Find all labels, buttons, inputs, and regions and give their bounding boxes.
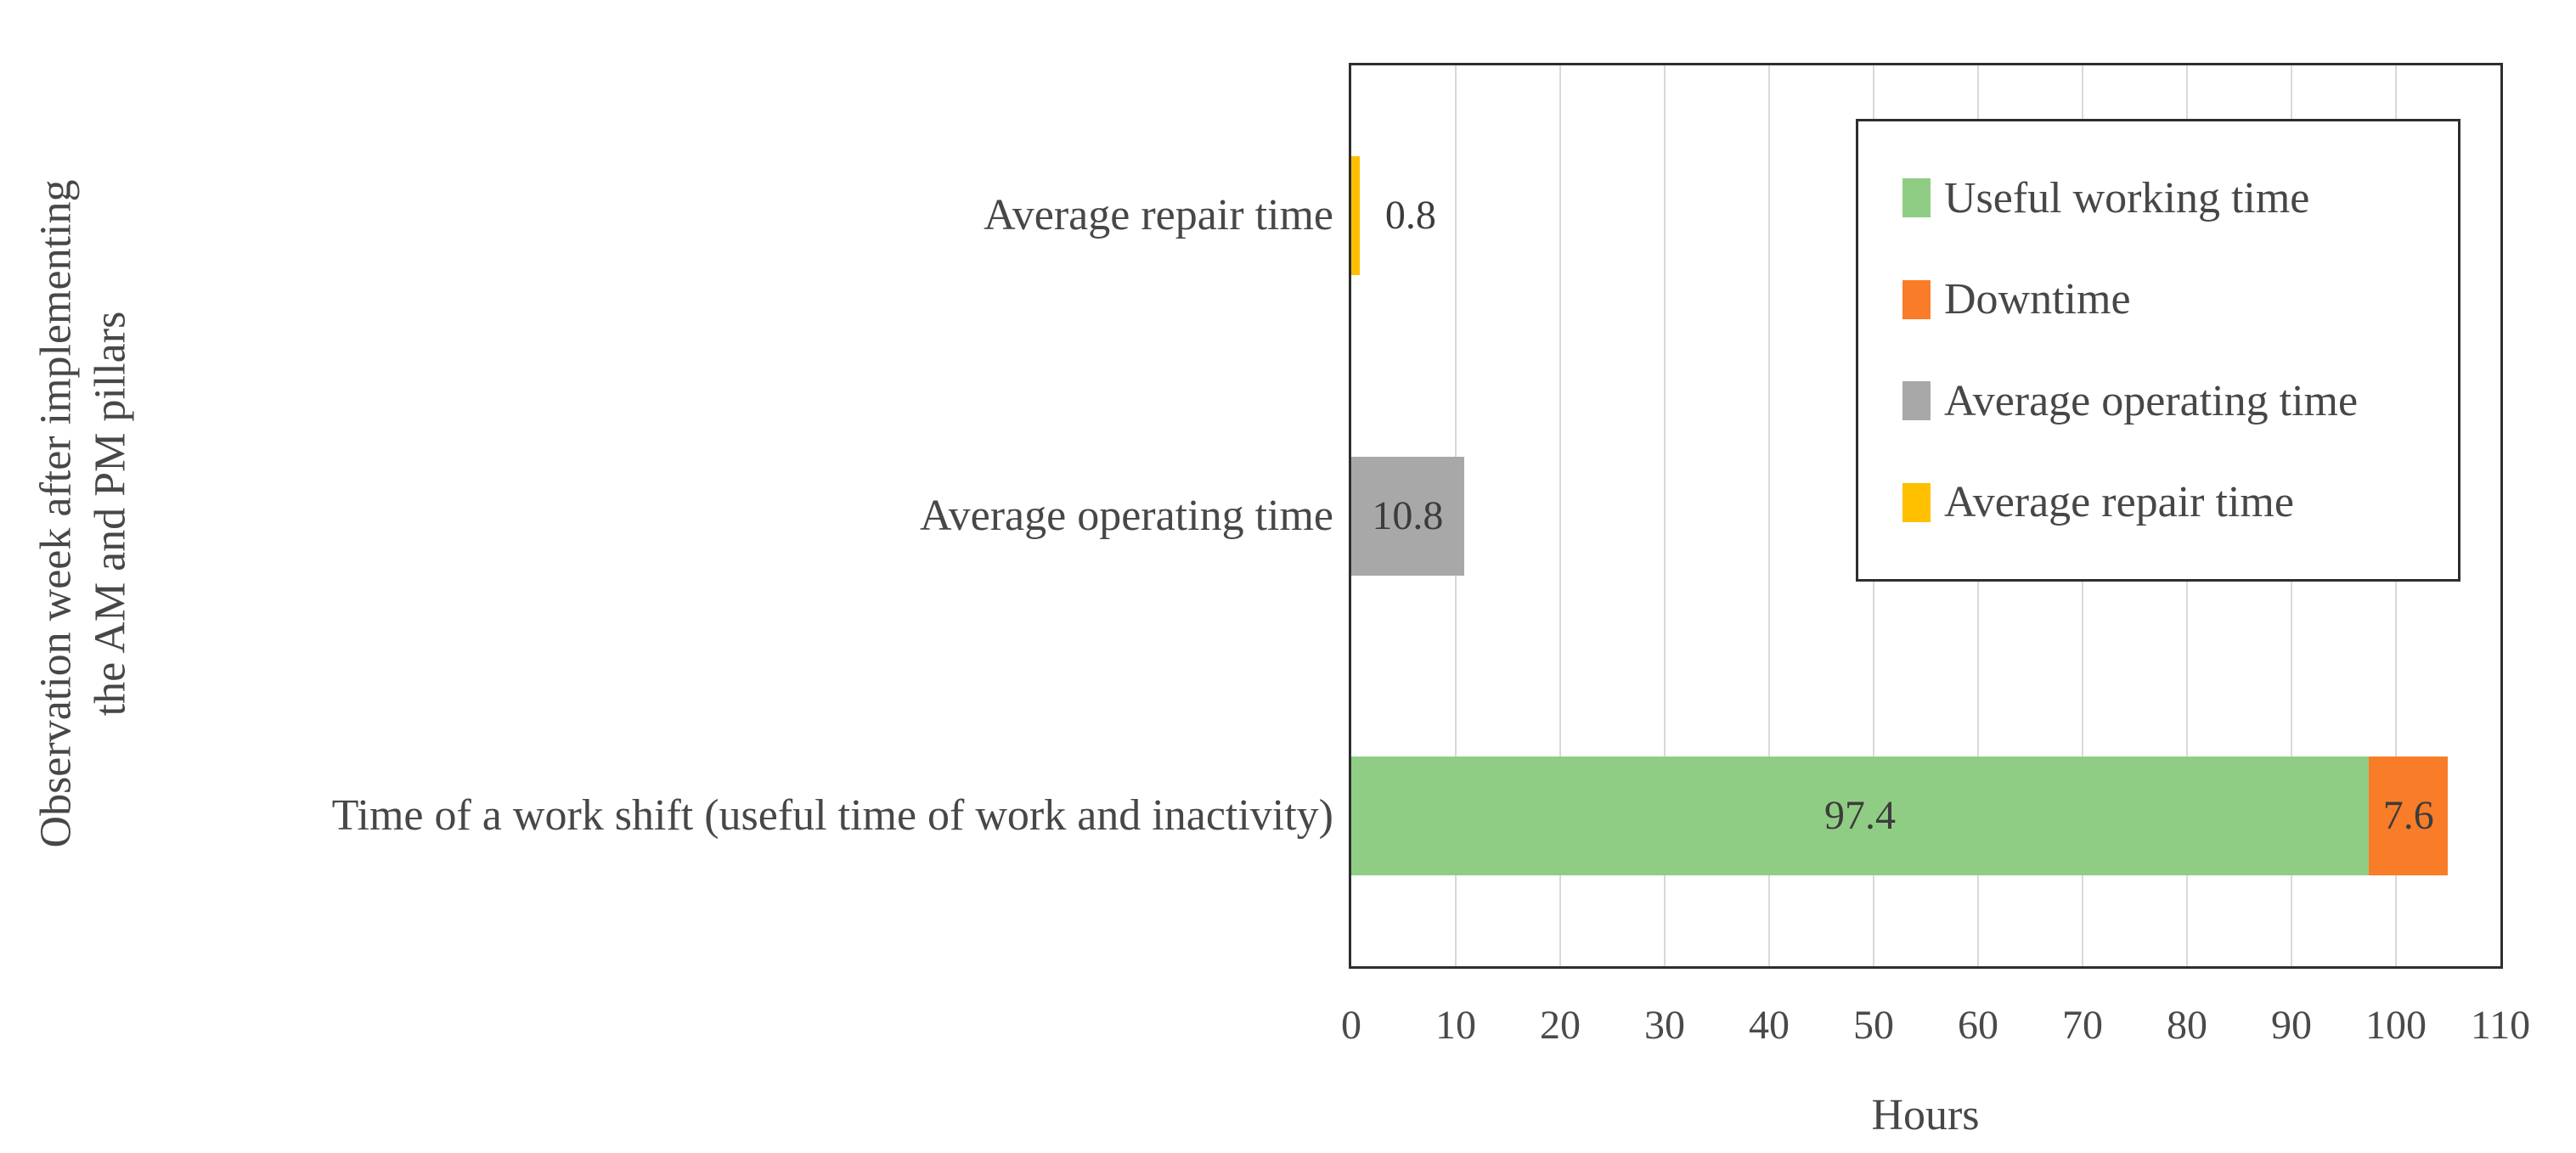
- legend-label: Average repair time: [1944, 478, 2294, 527]
- x-tick-label: 20: [1540, 1003, 1581, 1048]
- x-tick-label: 50: [1853, 1003, 1894, 1048]
- x-axis-title: Hours: [1871, 1091, 1980, 1139]
- bar-segment: [1351, 456, 1464, 576]
- legend-swatch-icon: [1902, 178, 1931, 218]
- x-tick-label: 10: [1435, 1003, 1476, 1048]
- plot-area: 0.8 10.8 97.4 7.6 Useful working time Downti…: [1349, 63, 2503, 969]
- y-axis-title: Observation week after implementing the …: [15, 63, 151, 964]
- y-axis-title-line-2: the AM and PM pillars: [86, 311, 134, 716]
- bar-value-label: 10.8: [1372, 492, 1444, 538]
- bar-segment: [2369, 756, 2449, 876]
- x-tick-label: 90: [2271, 1003, 2312, 1048]
- legend: Useful working time Downtime Average opera…: [1856, 119, 2460, 582]
- gridline: [1664, 65, 1666, 966]
- legend-swatch-icon: [1902, 381, 1931, 421]
- x-tick-label: 30: [1644, 1003, 1685, 1048]
- x-tick-label: 70: [2062, 1003, 2103, 1048]
- legend-swatch-icon: [1902, 482, 1931, 522]
- legend-item: Useful working time: [1902, 173, 2458, 223]
- bar-segment: [1351, 756, 2370, 876]
- bar-segment: [1351, 155, 1360, 275]
- category-label: Average repair time: [984, 190, 1333, 239]
- gridline: [1559, 65, 1561, 966]
- legend-item: Average repair time: [1902, 477, 2458, 527]
- bar-value-label: 0.8: [1384, 192, 1436, 238]
- x-tick-label: 40: [1749, 1003, 1790, 1048]
- x-tick-label: 110: [2470, 1003, 2531, 1048]
- legend-label: Downtime: [1944, 275, 2131, 324]
- bar-value-label: 7.6: [2382, 793, 2434, 839]
- legend-swatch-icon: [1902, 279, 1931, 319]
- gridline: [1768, 65, 1770, 966]
- x-tick-label: 80: [2167, 1003, 2207, 1048]
- legend-item: Downtime: [1902, 274, 2458, 324]
- legend-label: Average operating time: [1944, 376, 2359, 425]
- x-tick-label: 60: [1958, 1003, 1998, 1048]
- category-label: Average operating time: [919, 491, 1333, 540]
- bar-value-label: 97.4: [1824, 793, 1896, 839]
- category-label: Time of a work shift (useful time of wor…: [331, 791, 1333, 841]
- y-axis-title-line-1: Observation week after implementing: [31, 179, 80, 847]
- x-tick-label: 0: [1341, 1003, 1361, 1048]
- x-tick-label: 100: [2365, 1003, 2427, 1048]
- legend-label: Useful working time: [1944, 173, 2310, 222]
- legend-item: Average operating time: [1902, 376, 2458, 426]
